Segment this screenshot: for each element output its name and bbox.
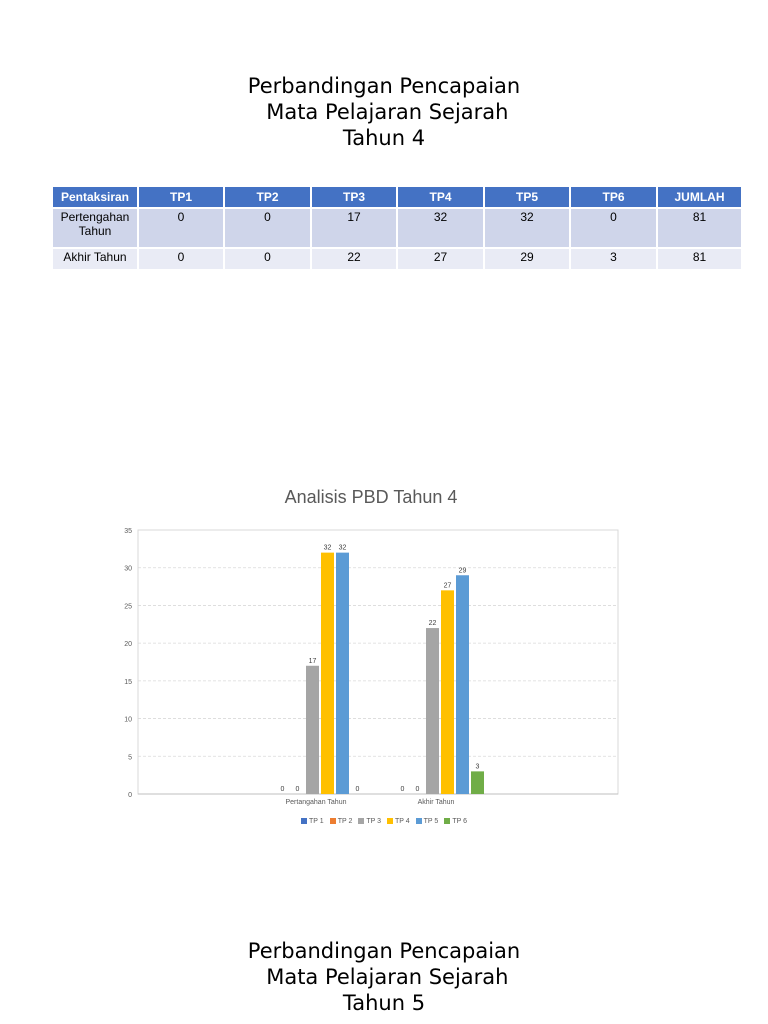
table-header-cell: Pentaksiran (53, 187, 139, 209)
plot-area (137, 529, 619, 795)
legend-label: TP 1 (309, 818, 324, 825)
bar (426, 628, 439, 794)
table-header-cell: TP6 (570, 187, 658, 209)
y-tick-label: 10 (124, 717, 132, 724)
legend-item: TP 2 (329, 818, 353, 825)
table-cell: 32 (397, 208, 485, 249)
table-cell: 3 (570, 248, 658, 271)
table-cell: Pertengahan Tahun (53, 208, 139, 249)
title-line: Perbandingan Pencapaian (247, 74, 521, 98)
bar (471, 771, 484, 794)
legend-label: TP 2 (337, 818, 353, 825)
table-header-cell: TP3 (311, 187, 398, 209)
table-header-cell: TP1 (138, 187, 225, 209)
data-label: 32 (324, 545, 332, 552)
title-line: Mata Pelajaran Sejarah (259, 100, 509, 124)
data-label: 0 (401, 786, 405, 793)
table-cell: 0 (138, 248, 225, 271)
y-tick-label: 35 (124, 528, 132, 535)
legend-item: TP 1 (301, 818, 324, 825)
table-cell: Akhir Tahun (53, 248, 139, 271)
legend-item: TP 3 (358, 818, 381, 825)
legend-swatch (444, 818, 451, 825)
data-label: 22 (429, 620, 437, 627)
bar (321, 552, 334, 794)
y-tick-label: 5 (128, 754, 132, 761)
chart-title: Analisis PBD Tahun 4 (284, 487, 458, 507)
title-line: Tahun 4 (342, 126, 426, 150)
x-tick-label: Pertangahan Tahun (286, 799, 347, 806)
table-cell: 0 (570, 208, 658, 249)
table-row: Akhir Tahun 0 0 22 27 29 3 81 (53, 248, 743, 271)
legend-label: TP 4 (395, 818, 410, 825)
table-cell: 32 (484, 208, 571, 249)
table-cell: 22 (311, 248, 398, 271)
legend-label: TP 6 (452, 818, 467, 825)
table-cell: 0 (138, 208, 225, 249)
title-line: Tahun 5 (342, 991, 426, 1015)
table-cell: 81 (657, 248, 743, 271)
legend-swatch (329, 818, 336, 825)
bar (441, 590, 454, 794)
table-cell: 0 (224, 248, 312, 271)
table-header-cell: TP5 (484, 187, 571, 209)
legend-label: TP 3 (366, 818, 381, 825)
y-tick-label: 15 (124, 679, 132, 686)
data-label: 0 (356, 786, 360, 793)
section-title-tahun-5: Perbandingan Pencapaian Mata Pelajaran S… (0, 938, 768, 1016)
title-line: Mata Pelajaran Sejarah (259, 965, 509, 989)
table-header-cell: TP2 (224, 187, 312, 209)
legend-swatch (415, 818, 422, 825)
bar (336, 552, 349, 794)
data-label: 3 (476, 763, 480, 770)
legend-swatch (301, 818, 308, 825)
data-label: 29 (459, 567, 467, 574)
legend-swatch (358, 818, 365, 825)
data-label: 17 (309, 658, 317, 665)
data-label: 32 (339, 545, 347, 552)
table-header-cell: JUMLAH (657, 187, 743, 209)
bar (306, 665, 319, 794)
data-label: 0 (296, 786, 300, 793)
bar (456, 575, 469, 794)
data-label: 0 (416, 786, 420, 793)
results-table: Pentaksiran TP1 TP2 TP3 TP4 TP5 TP6 JUML… (53, 187, 743, 271)
legend-item: TP 6 (444, 818, 467, 825)
table-row: Pertengahan Tahun 0 0 17 32 32 0 81 (53, 208, 743, 249)
y-tick-label: 25 (124, 603, 132, 610)
data-label: 0 (281, 786, 285, 793)
section-title-tahun-4: Perbandingan Pencapaian Mata Pelajaran S… (0, 73, 768, 151)
table-cell: 17 (311, 208, 398, 249)
chart-legend: TP 1 TP 2 TP 3 TP 4 TP 5 TP 6 (0, 818, 768, 825)
legend-label: TP 5 (423, 818, 439, 825)
legend-swatch (387, 818, 393, 825)
table-cell: 0 (224, 208, 312, 249)
data-label: 27 (444, 582, 452, 589)
table-header-row: Pentaksiran TP1 TP2 TP3 TP4 TP5 TP6 JUML… (53, 187, 743, 209)
y-tick-label: 30 (124, 566, 132, 573)
table-header-cell: TP4 (397, 187, 485, 209)
legend-item: TP 5 (415, 818, 439, 825)
table-cell: 27 (397, 248, 485, 271)
title-line: Perbandingan Pencapaian (247, 939, 521, 963)
legend-item: TP 4 (387, 818, 410, 825)
table-cell: 29 (484, 248, 571, 271)
table-cell: 81 (657, 208, 743, 249)
x-tick-label: Akhir Tahun (418, 799, 455, 806)
y-tick-label: 20 (124, 641, 132, 648)
y-tick-label: 0 (128, 792, 132, 799)
